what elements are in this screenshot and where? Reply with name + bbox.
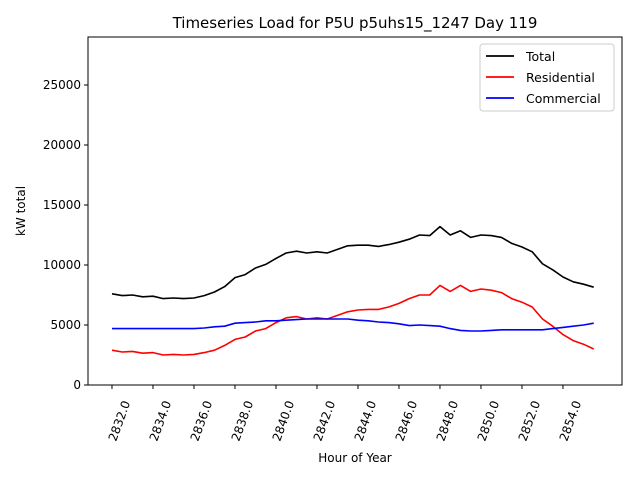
legend-box bbox=[479, 43, 615, 112]
series-line-residential bbox=[111, 284, 595, 356]
y-tick-label: 25000 bbox=[43, 78, 81, 92]
chart-title: Timeseries Load for P5U p5uhs15_1247 Day… bbox=[172, 14, 538, 33]
y-axis-label: kW total bbox=[14, 186, 28, 236]
x-axis-label: Hour of Year bbox=[318, 451, 392, 465]
y-tick-label: 0 bbox=[73, 378, 81, 392]
legend-label-commercial: Commercial bbox=[526, 91, 601, 106]
y-axis: 0 5000 10000 15000 20000 25000 bbox=[43, 78, 88, 392]
legend-label-total: Total bbox=[525, 49, 555, 64]
legend-label-residential: Residential bbox=[526, 70, 595, 85]
series-layer bbox=[111, 225, 595, 356]
series-line-commercial bbox=[112, 318, 594, 332]
legend: Total Residential Commercial bbox=[479, 43, 615, 112]
y-tick-label: 20000 bbox=[43, 138, 81, 152]
y-tick-label: 15000 bbox=[43, 198, 81, 212]
y-tick-label: 10000 bbox=[43, 258, 81, 272]
y-tick-label: 5000 bbox=[50, 318, 81, 332]
series-line-total bbox=[111, 225, 594, 300]
plot-frame bbox=[87, 36, 623, 386]
